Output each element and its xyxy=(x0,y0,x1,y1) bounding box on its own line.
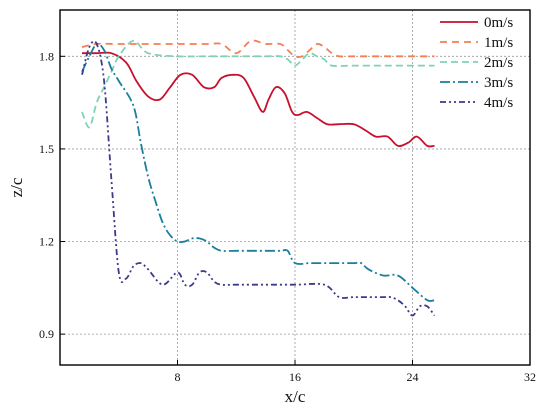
legend-label-2m-s: 2m/s xyxy=(484,55,513,71)
series-line-1m-s xyxy=(81,39,435,58)
series-line-2m-s xyxy=(81,40,435,129)
y-tick-label: 0.9 xyxy=(39,327,54,341)
grid-lines xyxy=(60,10,530,365)
legend: 0m/s 1m/s 2m/s 3m/s 4m/s xyxy=(440,15,513,111)
legend-label-3m-s: 3m/s xyxy=(484,75,513,91)
y-tick-label: 1.5 xyxy=(39,142,54,156)
x-tick-label: 32 xyxy=(524,370,536,384)
x-tick-label: 16 xyxy=(289,370,301,384)
series-line-0m-s xyxy=(81,51,435,148)
legend-label-4m-s: 4m/s xyxy=(484,95,513,111)
y-tick-label: 1.2 xyxy=(39,235,54,249)
x-tick-label: 24 xyxy=(407,370,419,384)
y-tick-label: 1.8 xyxy=(39,49,54,63)
y-axis-label: z/c xyxy=(7,177,26,197)
x-tick-label: 8 xyxy=(175,370,181,384)
series-line-3m-s xyxy=(81,42,435,302)
legend-label-0m-s: 0m/s xyxy=(484,15,513,31)
tick-labels: 8 16 24 32 0.9 1.2 1.5 1.8 xyxy=(39,49,536,384)
series-lines xyxy=(81,39,436,317)
legend-label-1m-s: 1m/s xyxy=(484,35,513,51)
series-line-4m-s xyxy=(81,40,436,317)
x-axis-label: x/c xyxy=(285,387,306,406)
axis-ticks xyxy=(60,55,531,365)
